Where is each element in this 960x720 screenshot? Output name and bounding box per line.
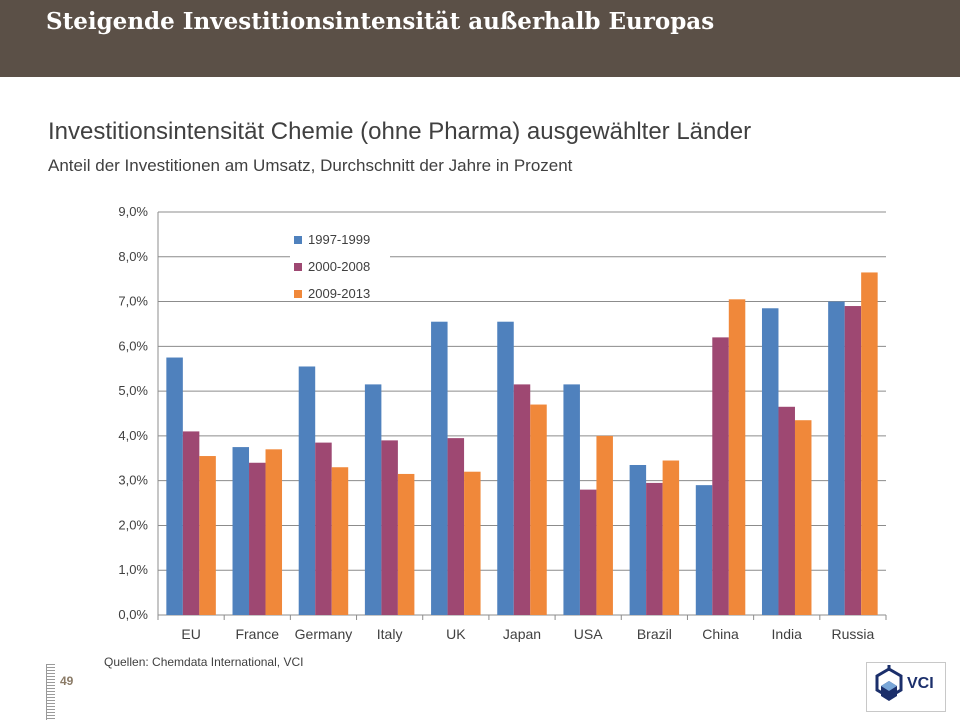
y-tick-label: 7,0% [118, 294, 148, 309]
bar [861, 272, 878, 615]
bar [844, 306, 862, 615]
y-tick-label: 0,0% [118, 607, 148, 622]
x-tick-label: Brazil [637, 626, 672, 642]
bar [497, 321, 514, 615]
decorative-dots [46, 664, 55, 720]
source-note: Quellen: Chemdata International, VCI [104, 655, 304, 669]
bar [199, 456, 216, 615]
bar [794, 420, 812, 615]
bar [265, 449, 283, 615]
y-tick-label: 1,0% [118, 562, 148, 577]
logo-text: VCI [907, 675, 934, 692]
vci-logo-icon: VCI [875, 665, 934, 701]
bar [712, 337, 729, 615]
x-tick-label: UK [446, 626, 466, 642]
bar [513, 384, 531, 615]
bar [232, 447, 250, 615]
legend-swatch [294, 236, 302, 244]
x-tick-label: Italy [377, 626, 403, 642]
x-tick-label: India [772, 626, 803, 642]
legend-label: 2000-2008 [308, 259, 370, 274]
bar [431, 321, 448, 615]
x-tick-label: EU [181, 626, 200, 642]
y-tick-label: 8,0% [118, 249, 148, 264]
bar [596, 435, 613, 615]
y-tick-label: 2,0% [118, 517, 148, 532]
bar [828, 301, 845, 615]
bar [331, 467, 349, 615]
bar [662, 460, 680, 615]
y-tick-label: 5,0% [118, 383, 148, 398]
legend-label: 1997-1999 [308, 232, 370, 247]
bar [182, 431, 200, 615]
bar [397, 473, 415, 615]
legend-label: 2009-2013 [308, 286, 370, 301]
x-tick-label: Russia [832, 626, 875, 642]
chart-subtitle: Anteil der Investitionen am Umsatz, Durc… [48, 156, 573, 175]
vci-logo: VCI [866, 662, 946, 712]
bar [579, 489, 597, 615]
bar [761, 308, 779, 615]
x-tick-label: France [235, 626, 279, 642]
x-tick-label: China [702, 626, 739, 642]
y-tick-label: 9,0% [118, 204, 148, 219]
x-tick-label: Japan [503, 626, 541, 642]
bar [646, 482, 663, 615]
bar [629, 464, 647, 615]
legend-swatch [294, 263, 302, 271]
page-title: Steigende Investitionsintensität außerha… [46, 8, 715, 35]
bar [728, 299, 746, 615]
chart-title: Investitionsintensität Chemie (ohne Phar… [48, 118, 752, 145]
bar [249, 462, 266, 615]
bar [298, 366, 316, 615]
legend-swatch [294, 290, 302, 298]
bar [381, 440, 398, 615]
bar [695, 485, 713, 615]
bar [166, 357, 183, 615]
bar [315, 442, 332, 615]
x-tick-label: Germany [295, 626, 353, 642]
y-tick-label: 6,0% [118, 338, 148, 353]
bar [778, 406, 795, 615]
x-tick-label: USA [574, 626, 603, 642]
bar [530, 404, 547, 615]
bar [464, 471, 481, 615]
bar [447, 438, 465, 615]
y-tick-label: 4,0% [118, 428, 148, 443]
bar [364, 384, 382, 615]
bar [563, 384, 580, 615]
page-number: 49 [60, 674, 74, 688]
legend-box [290, 229, 390, 301]
header-bar: Steigende Investitionsintensität außerha… [0, 0, 960, 77]
y-tick-label: 3,0% [118, 473, 148, 488]
